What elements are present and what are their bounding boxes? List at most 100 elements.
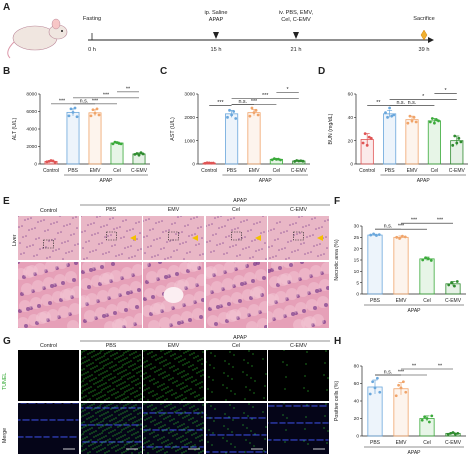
- data-point: [73, 106, 77, 110]
- data-point: [455, 280, 459, 283]
- data-point: [446, 432, 450, 436]
- data-point: [369, 233, 373, 237]
- data-point: [433, 121, 436, 125]
- apap-label: APAP: [408, 450, 422, 456]
- timeline-event-label: iv. PBS, EMV,: [279, 10, 314, 16]
- merge-image: [205, 403, 267, 454]
- data-point: [375, 376, 379, 380]
- category-label: EMV: [396, 440, 408, 446]
- chart-alt: 0 2000 4000 6000 8000 ALT (U/L) Control PBS EMV C…: [12, 86, 150, 184]
- category-label: PBS: [370, 298, 381, 304]
- category-label: C-EMV: [131, 168, 148, 174]
- data-point: [91, 108, 95, 112]
- data-point: [95, 107, 99, 111]
- data-point: [453, 432, 457, 436]
- histology-column-header: Control: [39, 208, 58, 214]
- histology-image-high-magnification: [205, 262, 267, 328]
- significance-label: ***: [262, 93, 269, 99]
- y-tick-label: 8000: [26, 92, 37, 98]
- data-point: [403, 235, 407, 239]
- category-label: PBS: [68, 168, 79, 174]
- y-tick-label: 30: [354, 224, 360, 230]
- significance-label: n.s.: [384, 224, 393, 230]
- category-label: Cel: [273, 168, 281, 174]
- category-label: C-EMV: [449, 168, 466, 174]
- data-point: [135, 152, 139, 155]
- histology-image-high-magnification: [80, 262, 142, 328]
- category-label: EMV: [396, 298, 408, 304]
- significance-label: ***: [217, 100, 224, 106]
- panel-label-e: E: [3, 196, 10, 207]
- y-tick-label: 5: [356, 280, 359, 286]
- significance-label: **: [126, 86, 131, 92]
- significance-label: ***: [398, 370, 405, 376]
- data-point: [430, 414, 434, 418]
- significance-label: **: [438, 364, 443, 370]
- category-label: Cel: [431, 168, 439, 174]
- timeline-event-label: ip. Saline: [204, 10, 227, 16]
- significance-label: n.s.: [238, 99, 247, 105]
- panel-label-g: G: [3, 336, 11, 347]
- significance-label: ***: [103, 92, 110, 98]
- data-point: [301, 159, 305, 163]
- histology-image-low-magnification: [143, 216, 204, 260]
- significance-label: n.s.: [80, 98, 89, 104]
- y-tick-label: 0: [356, 292, 359, 298]
- data-point: [430, 117, 434, 120]
- y-tick-label: 1000: [184, 138, 195, 144]
- data-point: [119, 142, 123, 146]
- significance-label: **: [412, 364, 417, 370]
- chart-bun: 0 20 40 60 BUN (mg/dL) Control PBS EMV Cel C-EMV A…: [328, 88, 468, 184]
- merge-image: [18, 403, 79, 454]
- y-tick-label: 40: [354, 399, 360, 405]
- apap-label: APAP: [417, 178, 431, 184]
- data-point: [399, 386, 403, 390]
- category-label: EMV: [407, 168, 419, 174]
- fluorescence-column-header: Cel: [232, 343, 240, 349]
- y-axis-label: AST (U/L): [170, 117, 176, 141]
- panel-label-c: C: [160, 66, 168, 77]
- data-point: [89, 114, 93, 118]
- data-point: [75, 115, 79, 119]
- data-point: [449, 431, 453, 435]
- y-tick-label: 0: [34, 162, 37, 168]
- panel-label-a: A: [3, 2, 11, 13]
- significance-label: n.s.: [408, 100, 417, 106]
- tunel-image: [205, 350, 267, 401]
- histology-column-header: Cel: [232, 207, 240, 213]
- data-point: [371, 380, 375, 384]
- data-point: [453, 134, 457, 138]
- data-point: [297, 159, 301, 163]
- chart-positive-cells: 0 20 40 60 80 Positive cells (%) PBS EMV Cel C-EM…: [334, 364, 466, 456]
- significance-label: ***: [398, 224, 405, 230]
- data-point: [392, 113, 396, 117]
- histology-column-header: PBS: [105, 207, 117, 213]
- data-point: [228, 108, 231, 112]
- y-tick-label: 80: [354, 364, 360, 370]
- panel-label-f: F: [334, 196, 341, 207]
- data-point: [427, 420, 431, 424]
- y-tick-label: 2000: [26, 144, 37, 150]
- significance-label: **: [376, 100, 381, 106]
- bar: [66, 111, 80, 165]
- data-point: [226, 115, 229, 119]
- timeline-event-label: APAP: [209, 17, 224, 23]
- data-point: [377, 233, 381, 237]
- panel-label-b: B: [3, 66, 11, 77]
- fluorescence-column-header: EMV: [167, 343, 180, 349]
- data-point: [141, 152, 145, 156]
- data-point: [69, 107, 73, 111]
- data-point: [395, 235, 399, 239]
- tunel-image: [143, 350, 204, 401]
- chart-necrotic-area: 0 5 10 15 20 25 30 Necrotic area (%) PBS EMV Cel C-…: [334, 218, 466, 314]
- y-tick-label: 40: [348, 115, 354, 121]
- data-point: [459, 140, 463, 144]
- fluorescence-column-header: PBS: [105, 343, 117, 349]
- merge-image: [143, 403, 204, 454]
- data-point: [375, 234, 378, 237]
- data-point: [250, 106, 254, 110]
- data-point: [232, 110, 236, 113]
- category-label: Cel: [113, 168, 121, 174]
- data-point: [372, 232, 375, 236]
